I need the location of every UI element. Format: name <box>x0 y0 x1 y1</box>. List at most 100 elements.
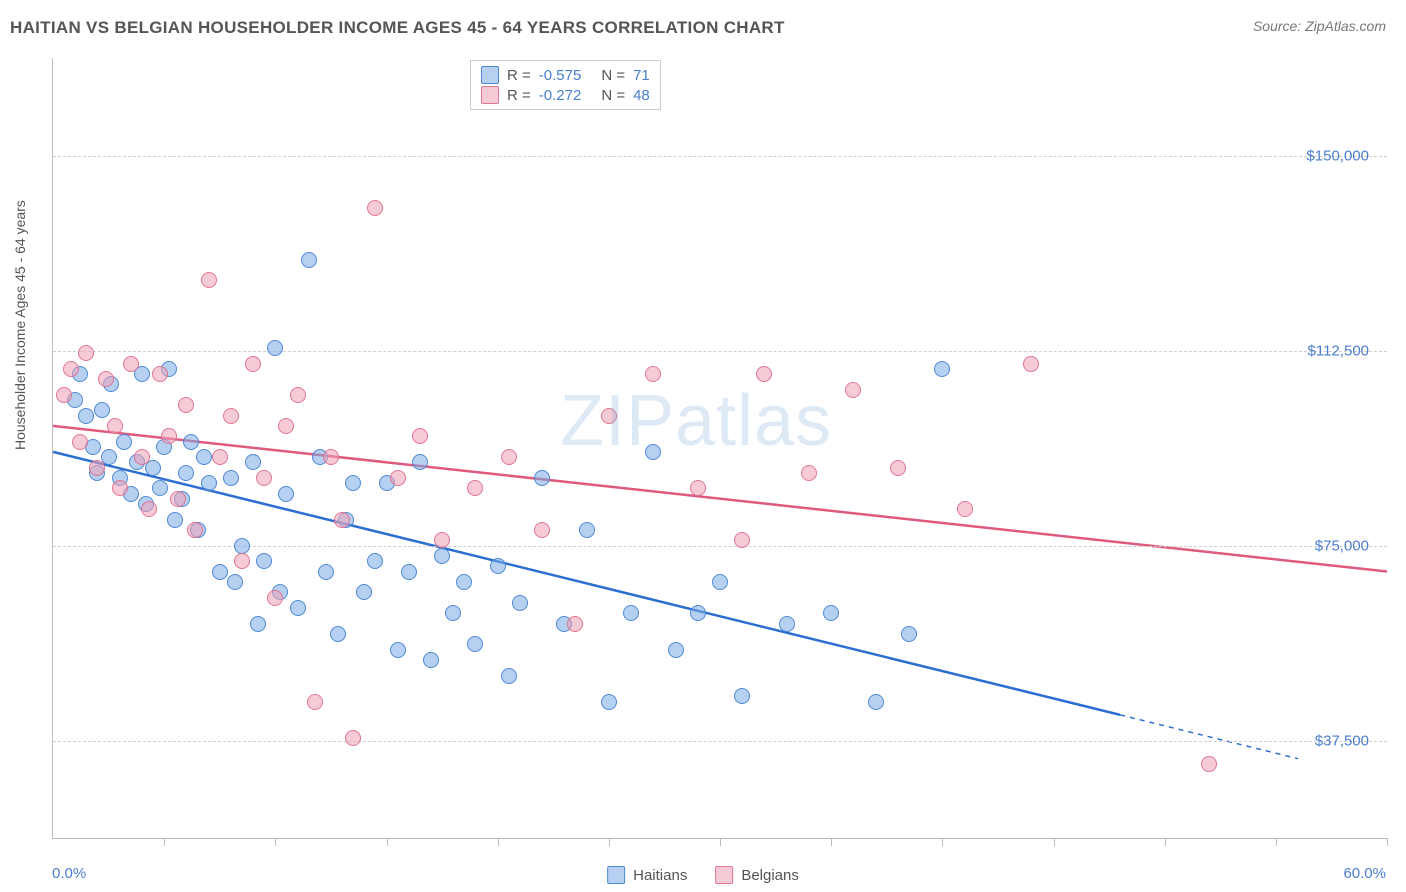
data-point-haitians <box>423 652 439 668</box>
data-point-haitians <box>256 553 272 569</box>
data-point-belgians <box>567 616 583 632</box>
data-point-belgians <box>170 491 186 507</box>
data-point-haitians <box>434 548 450 564</box>
data-point-belgians <box>345 730 361 746</box>
data-point-haitians <box>116 434 132 450</box>
data-point-belgians <box>234 553 250 569</box>
x-tick <box>1054 838 1055 846</box>
x-tick <box>1276 838 1277 846</box>
data-point-belgians <box>201 272 217 288</box>
swatch-belgians <box>715 866 733 884</box>
data-point-belgians <box>56 387 72 403</box>
x-tick <box>942 838 943 846</box>
data-point-belgians <box>245 356 261 372</box>
data-point-haitians <box>318 564 334 580</box>
gridline <box>53 351 1387 352</box>
data-point-belgians <box>307 694 323 710</box>
data-point-belgians <box>1023 356 1039 372</box>
y-axis-label: Householder Income Ages 45 - 64 years <box>12 200 28 450</box>
legend-row-belgians: R = -0.272 N = 48 <box>481 85 650 105</box>
data-point-belgians <box>323 449 339 465</box>
data-point-haitians <box>290 600 306 616</box>
data-point-belgians <box>187 522 203 538</box>
legend-n-label: N = <box>601 87 625 104</box>
legend-r-value-belgians: -0.272 <box>539 87 582 104</box>
data-point-haitians <box>445 605 461 621</box>
data-point-haitians <box>234 538 250 554</box>
data-point-haitians <box>152 480 168 496</box>
data-point-belgians <box>501 449 517 465</box>
data-point-haitians <box>623 605 639 621</box>
data-point-belgians <box>845 382 861 398</box>
x-tick <box>609 838 610 846</box>
x-min-label: 0.0% <box>52 865 86 882</box>
data-point-belgians <box>141 501 157 517</box>
data-point-haitians <box>245 454 261 470</box>
regression-line-haitians <box>53 452 1120 715</box>
data-point-haitians <box>490 558 506 574</box>
legend-label-haitians: Haitians <box>633 867 687 884</box>
y-tick-label: $75,000 <box>1315 537 1369 554</box>
data-point-haitians <box>345 475 361 491</box>
legend-r-value-haitians: -0.575 <box>539 67 582 84</box>
y-tick-label: $150,000 <box>1306 147 1369 164</box>
regression-line-belgians <box>53 426 1387 572</box>
data-point-belgians <box>72 434 88 450</box>
data-point-haitians <box>712 574 728 590</box>
data-point-haitians <box>167 512 183 528</box>
regression-line-dashed-haitians <box>1120 715 1298 759</box>
y-tick-label: $112,500 <box>1308 342 1369 359</box>
data-point-haitians <box>212 564 228 580</box>
data-point-haitians <box>330 626 346 642</box>
chart-title: HAITIAN VS BELGIAN HOUSEHOLDER INCOME AG… <box>10 18 785 38</box>
x-tick <box>720 838 721 846</box>
data-point-haitians <box>467 636 483 652</box>
data-point-haitians <box>512 595 528 611</box>
data-point-belgians <box>98 371 114 387</box>
correlation-legend: R = -0.575 N = 71 R = -0.272 N = 48 <box>470 60 661 110</box>
data-point-belgians <box>756 366 772 382</box>
legend-row-haitians: R = -0.575 N = 71 <box>481 65 650 85</box>
data-point-belgians <box>890 460 906 476</box>
data-point-belgians <box>334 512 350 528</box>
x-tick <box>831 838 832 846</box>
data-point-haitians <box>301 252 317 268</box>
data-point-belgians <box>645 366 661 382</box>
data-point-haitians <box>534 470 550 486</box>
x-tick <box>1387 838 1388 846</box>
data-point-haitians <box>668 642 684 658</box>
data-point-haitians <box>278 486 294 502</box>
data-point-belgians <box>734 532 750 548</box>
legend-n-label: N = <box>601 67 625 84</box>
scatter-plot: $37,500$75,000$112,500$150,000 <box>52 58 1387 839</box>
x-tick <box>387 838 388 846</box>
legend-item-haitians: Haitians <box>607 866 687 884</box>
data-point-haitians <box>196 449 212 465</box>
data-point-belgians <box>367 200 383 216</box>
data-point-belgians <box>178 397 194 413</box>
data-point-haitians <box>267 340 283 356</box>
data-point-belgians <box>256 470 272 486</box>
legend-r-label: R = <box>507 67 531 84</box>
data-point-belgians <box>412 428 428 444</box>
data-point-haitians <box>390 642 406 658</box>
data-point-belgians <box>434 532 450 548</box>
data-point-belgians <box>1201 756 1217 772</box>
data-point-belgians <box>78 345 94 361</box>
data-point-belgians <box>89 460 105 476</box>
data-point-haitians <box>223 470 239 486</box>
data-point-belgians <box>290 387 306 403</box>
data-point-haitians <box>690 605 706 621</box>
data-point-haitians <box>456 574 472 590</box>
data-point-belgians <box>107 418 123 434</box>
x-tick <box>275 838 276 846</box>
legend-n-value-haitians: 71 <box>633 67 650 84</box>
data-point-belgians <box>534 522 550 538</box>
series-legend: Haitians Belgians <box>607 866 799 884</box>
data-point-haitians <box>178 465 194 481</box>
data-point-belgians <box>690 480 706 496</box>
data-point-haitians <box>901 626 917 642</box>
data-point-haitians <box>367 553 383 569</box>
data-point-belgians <box>278 418 294 434</box>
x-max-label: 60.0% <box>1343 865 1386 882</box>
